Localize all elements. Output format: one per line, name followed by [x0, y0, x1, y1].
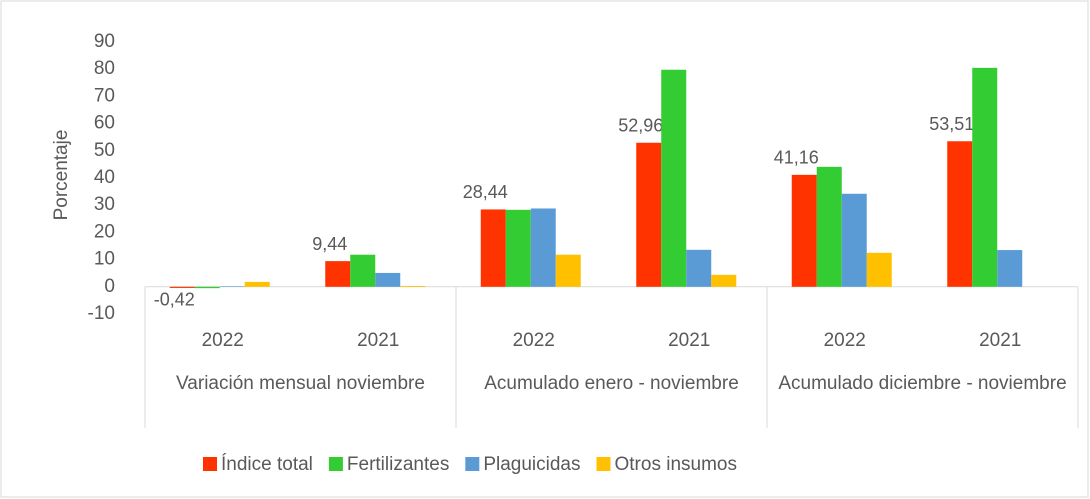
y-tick-label: 10: [94, 249, 115, 270]
data-label: 53,51: [929, 114, 974, 134]
legend-swatch: [465, 457, 480, 471]
legend-label: Plaguicidas: [483, 454, 580, 475]
bar: [972, 67, 998, 287]
bar: [325, 261, 351, 287]
y-tick-label: 80: [94, 58, 115, 79]
bar: [866, 252, 892, 287]
y-tick-label: -10: [88, 303, 115, 324]
bar: [169, 286, 195, 288]
x-tick-label: 2022: [824, 330, 866, 351]
bar: [841, 193, 867, 287]
bar: [636, 142, 662, 287]
group-label: Variación mensual noviembre: [176, 373, 425, 394]
bar: [530, 208, 556, 287]
bar: [816, 166, 842, 287]
bar: [219, 286, 245, 287]
bar: [350, 254, 376, 287]
bar: [194, 286, 220, 289]
legend-swatch: [203, 457, 217, 471]
bar: [400, 285, 426, 287]
bar: [375, 272, 401, 287]
data-label: 52,96: [618, 115, 663, 135]
x-tick-label: 2021: [357, 330, 399, 351]
x-tick-label: 2021: [668, 330, 710, 351]
legend-swatch: [328, 457, 343, 471]
y-tick-label: 60: [94, 113, 115, 134]
bar: [947, 141, 973, 287]
y-tick-label: 70: [94, 85, 115, 106]
x-tick-label: 2022: [513, 330, 555, 351]
y-tick-label: 30: [94, 194, 115, 215]
bar: [791, 174, 817, 287]
data-label: 28,44: [463, 182, 508, 202]
bar: [661, 69, 687, 287]
y-tick-label: 50: [94, 140, 115, 161]
legend-label: Otros insumos: [615, 454, 737, 475]
data-label: 9,44: [312, 234, 347, 254]
legend-label: Fertilizantes: [347, 454, 449, 475]
data-label: 41,16: [774, 148, 819, 168]
bar: [505, 209, 531, 287]
bar: [244, 281, 270, 287]
y-tick-label: 20: [94, 221, 115, 242]
data-label: -0,42: [154, 290, 195, 310]
y-axis-label: Porcentaje: [51, 130, 72, 221]
bar: [480, 209, 506, 287]
y-tick-label: 90: [94, 31, 115, 52]
bar: [997, 250, 1023, 287]
legend-swatch: [596, 457, 611, 471]
x-tick-label: 2021: [979, 330, 1021, 351]
legend-label: Índice total: [221, 454, 313, 475]
bar: [686, 249, 712, 287]
group-label: Acumulado enero - noviembre: [484, 373, 739, 394]
y-tick-label: 40: [94, 167, 115, 188]
group-label: Acumulado diciembre - noviembre: [778, 373, 1067, 394]
bar: [711, 274, 737, 287]
y-tick-label: 0: [104, 276, 115, 297]
x-tick-label: 2022: [202, 330, 244, 351]
bar: [555, 254, 581, 287]
